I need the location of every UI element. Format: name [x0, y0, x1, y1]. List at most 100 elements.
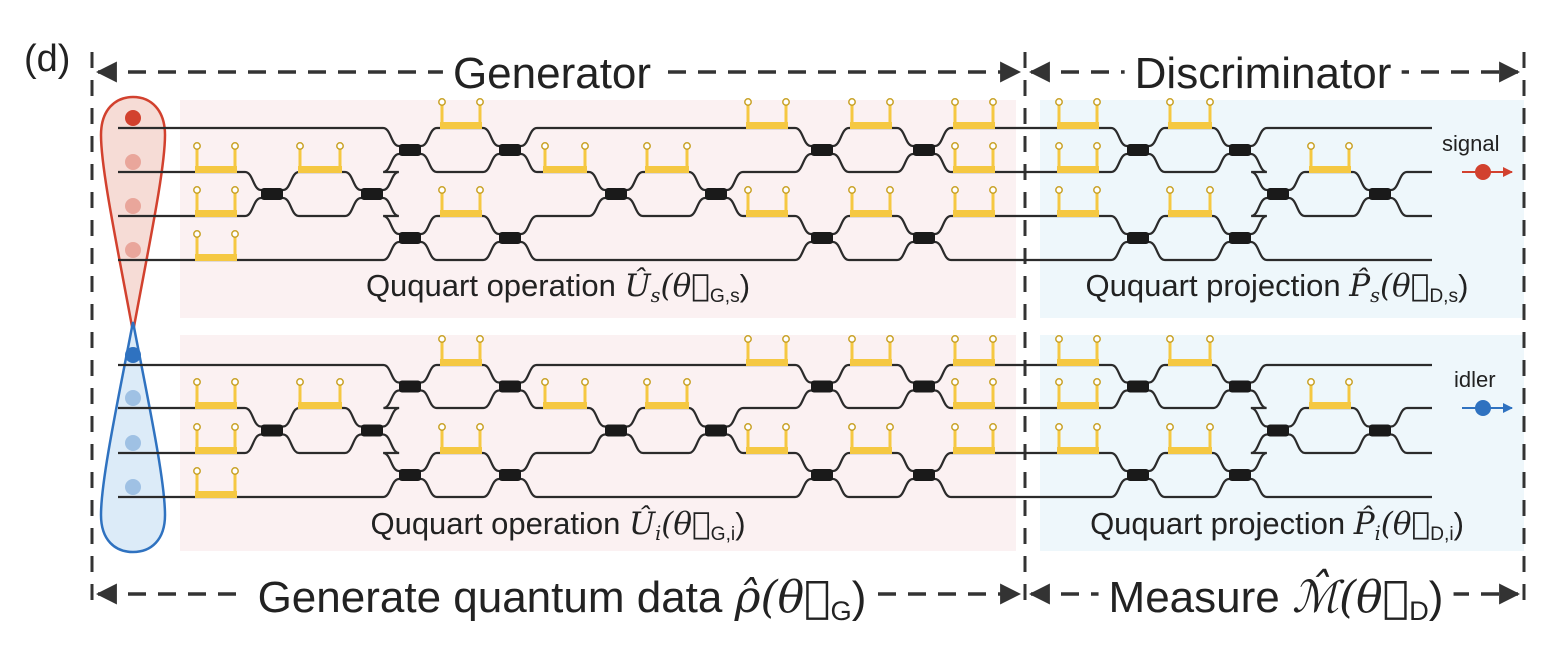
idler-beam-splitter [705, 424, 727, 437]
idler-operation-label: Ququart operation Ûi(θ⃗G,i) [370, 506, 746, 545]
idler-beam-splitter [1267, 424, 1289, 437]
idler-beam-splitter [399, 380, 421, 393]
idler-beam-splitter [499, 380, 521, 393]
idler-phase-shifter [193, 423, 239, 454]
idler-projection-label: Ququart projection P̂i(θ⃗D,i) [1090, 506, 1464, 545]
idler-beam-splitter [1127, 380, 1149, 393]
idler-phase-shifter [951, 335, 997, 366]
signal-beam-splitter [705, 188, 727, 200]
measure-header: Measure ℳ̂(θ⃗D) [1098, 576, 1454, 625]
signal-phase-shifter [643, 142, 691, 173]
idler-beam-splitter [1369, 424, 1391, 437]
signal-mode-dot [125, 198, 141, 214]
signal-phase-shifter [1055, 142, 1101, 173]
signal-waveguide-4 [118, 240, 1432, 262]
signal-phase-shifter [951, 98, 997, 129]
idler-beam-splitter [361, 424, 383, 437]
idler-phase-shifter [848, 335, 894, 366]
idler-phase-shifter [643, 378, 691, 409]
idler-beam-splitter [811, 380, 833, 393]
discriminator-region-signal [1040, 100, 1524, 318]
signal-phase-shifter [541, 142, 589, 173]
discriminator-header: Discriminator [1124, 52, 1402, 96]
generator-region-signal [180, 100, 1016, 318]
signal-phase-shifter [438, 186, 484, 217]
idler-circuit [118, 335, 1432, 499]
idler-phase-shifter [1055, 335, 1101, 366]
signal-phase-shifter [744, 186, 790, 217]
signal-beam-splitter [1229, 232, 1251, 244]
signal-mode-dot [125, 110, 141, 126]
signal-waveguide-2 [118, 152, 1432, 192]
signal-phase-shifter [1055, 98, 1101, 129]
panel-label: (d) [24, 38, 71, 80]
idler-phase-shifter [438, 335, 484, 366]
idler-output [1462, 400, 1513, 416]
idler-beam-splitter [913, 380, 935, 393]
generator-header: Generator [442, 52, 662, 96]
idler-waveguide-4 [118, 477, 1432, 499]
signal-beam-splitter [261, 188, 283, 200]
idler-beam-splitter [399, 469, 421, 481]
signal-phase-shifter [951, 142, 997, 173]
dashed-boundaries [90, 52, 1526, 605]
signal-label: signal [1442, 131, 1500, 156]
signal-phase-shifter [193, 186, 239, 217]
signal-phase-shifter [193, 142, 239, 173]
signal-beam-splitter [1267, 188, 1289, 200]
idler-mode-dot [125, 390, 141, 406]
idler-phase-shifter [951, 378, 997, 409]
signal-phase-shifter [848, 98, 894, 129]
signal-beam-splitter [811, 232, 833, 244]
discriminator-region-idler [1040, 335, 1524, 551]
idler-waveguide-2 [118, 389, 1432, 428]
signal-phase-shifter [438, 98, 484, 129]
signal-phase-shifter [951, 186, 997, 217]
signal-phase-shifter [848, 186, 894, 217]
idler-phase-shifter [1166, 335, 1214, 366]
signal-beam-splitter [499, 232, 521, 244]
signal-projection-label: Ququart projection P̂s(θ⃗D,s) [1085, 268, 1469, 307]
signal-phase-shifter [296, 142, 344, 173]
signal-photon [1475, 164, 1491, 180]
signal-mode-dot [125, 154, 141, 170]
idler-beam-splitter [605, 424, 627, 437]
idler-mode-dot [125, 479, 141, 495]
signal-phase-shifter [193, 230, 239, 261]
signal-phase-shifter [1166, 186, 1214, 217]
signal-source-drop [99, 95, 167, 333]
idler-phase-shifter [1307, 378, 1353, 409]
signal-phase-shifter [1307, 142, 1353, 173]
idler-beam-splitter [499, 469, 521, 481]
idler-phase-shifter [1055, 378, 1101, 409]
idler-beam-splitter [1229, 469, 1251, 481]
signal-beam-splitter [913, 144, 935, 156]
idler-beam-splitter [913, 469, 935, 481]
idler-mode-dot [125, 435, 141, 451]
signal-beam-splitter [399, 144, 421, 156]
idler-photon [1475, 400, 1491, 416]
signal-phase-shifter [744, 98, 790, 129]
signal-phase-shifter [1166, 98, 1214, 129]
signal-beam-splitter [1369, 188, 1391, 200]
signal-operation-label: Ququart operation Ûs(θ⃗G,s) [365, 268, 751, 307]
signal-beam-splitter [1229, 144, 1251, 156]
idler-label: idler [1454, 367, 1496, 392]
generate-quantum-data-header: Generate quantum data ρ̂(θ⃗G) [247, 576, 877, 625]
signal-output [1462, 164, 1513, 180]
signal-mode-dot [125, 242, 141, 258]
idler-phase-shifter [438, 423, 484, 454]
idler-phase-shifter [193, 378, 239, 409]
idler-phase-shifter [951, 423, 997, 454]
idler-beam-splitter [1127, 469, 1149, 481]
idler-phase-shifter [848, 423, 894, 454]
signal-beam-splitter [1127, 144, 1149, 156]
idler-phase-shifter [744, 423, 790, 454]
signal-beam-splitter [499, 144, 521, 156]
signal-phase-shifter [1055, 186, 1101, 217]
idler-source-drop [99, 321, 167, 554]
idler-phase-shifter [541, 378, 589, 409]
idler-phase-shifter [193, 467, 239, 498]
signal-beam-splitter [811, 144, 833, 156]
